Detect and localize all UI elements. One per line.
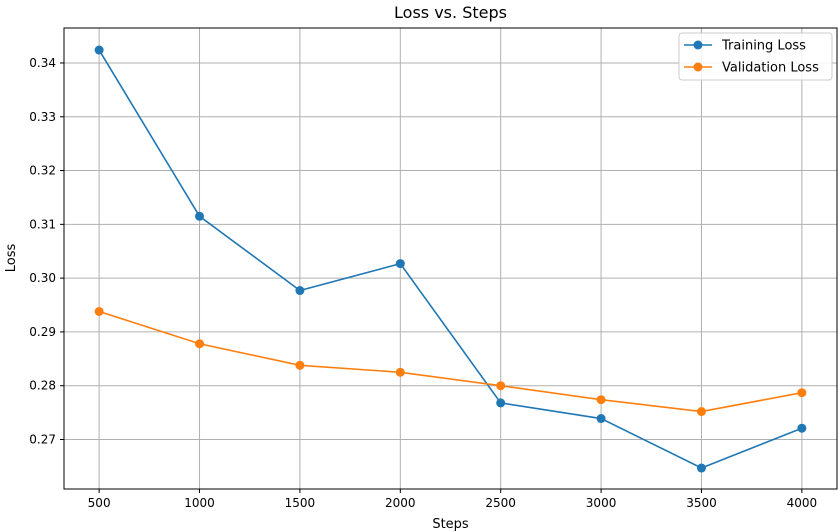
y-axis-ticks: 0.27 0.28 0.29 0.30 0.31 0.32 0.33 0.34 — [29, 56, 64, 447]
y-tick-label: 0.29 — [29, 325, 56, 339]
y-axis-label: Loss — [4, 244, 19, 273]
y-tick-label: 0.31 — [29, 217, 56, 231]
legend-box — [678, 32, 833, 81]
data-point-training — [395, 259, 405, 269]
x-tick-label: 3000 — [586, 496, 617, 510]
series-line-training — [98, 49, 803, 469]
legend-label-validation: Validation Loss — [722, 61, 819, 76]
x-tick-label: 2500 — [485, 496, 516, 510]
y-tick-label: 0.27 — [29, 433, 56, 447]
series-line-validation — [98, 310, 803, 413]
grid — [64, 28, 837, 489]
x-axis-label: Steps — [432, 517, 469, 532]
legend-label-training: Training Loss — [721, 39, 806, 54]
x-tick-label: 2000 — [385, 496, 416, 510]
data-point-training — [696, 463, 706, 473]
y-tick-label: 0.34 — [29, 56, 56, 70]
data-point-training — [797, 423, 807, 433]
chart-title: Loss vs. Steps — [394, 3, 507, 22]
y-tick-label: 0.32 — [29, 164, 56, 178]
data-point-training — [596, 414, 606, 424]
y-tick-label: 0.28 — [29, 379, 56, 393]
data-point-validation — [94, 306, 104, 316]
legend-marker-training — [693, 40, 703, 50]
data-point-training — [496, 398, 506, 408]
y-tick-label: 0.33 — [29, 110, 56, 124]
x-tick-label: 500 — [88, 496, 111, 510]
x-axis-ticks: 500 1000 1500 2000 2500 3000 3500 4000 — [88, 489, 817, 510]
data-point-validation — [696, 407, 706, 417]
data-point-validation — [395, 367, 405, 377]
plot-frame — [63, 27, 838, 490]
data-point-training — [295, 286, 305, 296]
x-tick-label: 1000 — [184, 496, 215, 510]
legend-marker-validation — [693, 62, 703, 72]
data-point-validation — [295, 360, 305, 370]
data-point-training — [195, 211, 205, 221]
data-point-validation — [596, 395, 606, 405]
data-point-training — [94, 45, 104, 55]
legend: Training Loss Validation Loss — [678, 32, 833, 81]
x-tick-label: 1500 — [285, 496, 316, 510]
x-tick-label: 4000 — [787, 496, 818, 510]
data-point-validation — [195, 339, 205, 349]
data-point-validation — [496, 381, 506, 391]
series-layer — [94, 45, 807, 473]
y-tick-label: 0.30 — [29, 271, 56, 285]
x-tick-label: 3500 — [686, 496, 717, 510]
data-point-validation — [797, 388, 807, 398]
